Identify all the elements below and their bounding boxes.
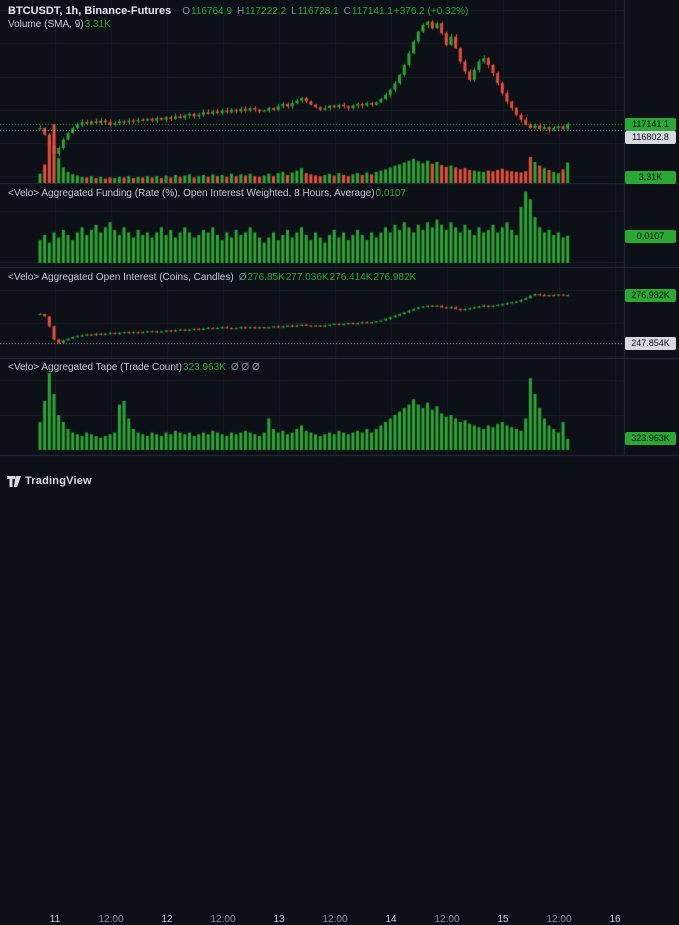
price-axis[interactable]: 124000.0 122000.0 120000.0 118000.0 1160… — [624, 0, 679, 455]
tape-title: <Velo> Aggregated Tape (Trade Count) — [8, 362, 183, 373]
symbol-legend[interactable]: BTCUSDT, 1h, Binance-Futures O116764.9 H11… — [8, 5, 468, 17]
tape-avg-symbols: Ø Ø Ø — [230, 362, 260, 373]
funding-badge: 0.0107 — [625, 230, 676, 243]
oi-avg-symbol: Ø — [238, 272, 247, 283]
tradingview-wordmark[interactable]: TradingView — [25, 475, 92, 487]
oi-close-value: 276.982K — [373, 272, 417, 283]
low-label: L — [291, 6, 297, 17]
volume-value: 3.31K — [84, 19, 111, 30]
oi-high-value: 277.036K — [285, 272, 329, 283]
high-label: H — [236, 6, 245, 17]
change-value: +376.2 (+0.32%) — [393, 6, 469, 17]
time-label: 12:00 — [98, 914, 124, 925]
tradingview-logo-icon[interactable] — [7, 475, 21, 487]
time-label: 11 — [49, 914, 61, 925]
time-label: 12:00 — [546, 914, 572, 925]
last-price-badge: 117141.1 — [625, 118, 676, 131]
time-label: 14 — [385, 914, 397, 925]
volume-label: Volume (SMA, 9) — [8, 19, 84, 30]
funding-legend[interactable]: <Velo> Aggregated Funding (Rate (%), Ope… — [8, 188, 406, 199]
tape-legend[interactable]: <Velo> Aggregated Tape (Trade Count)323.… — [8, 362, 260, 373]
open-label: O — [182, 6, 190, 17]
funding-title: <Velo> Aggregated Funding (Rate (%), Ope… — [8, 188, 375, 199]
oi-low-value: 276.414K — [329, 272, 373, 283]
time-label: 12:00 — [210, 914, 236, 925]
footer-bar: TradingView — [0, 474, 679, 488]
time-label: 12:00 — [434, 914, 460, 925]
low-value: 116728.1 — [297, 6, 339, 17]
time-label: 12 — [161, 914, 173, 925]
time-axis[interactable]: 11 12:00 12 12:00 13 12:00 14 12:00 15 1… — [0, 455, 679, 925]
volume-legend[interactable]: Volume (SMA, 9)3.31K — [8, 19, 111, 30]
tape-badge: 323.963K — [625, 432, 676, 445]
volume-badge: 3.31K — [625, 171, 676, 184]
oi-title: <Velo> Aggregated Open Interest (Coins, … — [8, 272, 234, 283]
close-label: C — [343, 6, 351, 17]
symbol-title[interactable]: BTCUSDT, 1h, Binance-Futures — [8, 5, 172, 17]
time-label: 15 — [497, 914, 509, 925]
funding-value: 0.0107 — [375, 188, 407, 199]
oi-open-value: 276.85K — [247, 272, 285, 283]
prev-close-badge: 116802.8 — [625, 131, 676, 144]
close-value: 117141.1 — [351, 6, 393, 17]
time-label: 16 — [609, 914, 621, 925]
oi-line-badge: 247.854K — [625, 337, 676, 350]
time-label: 12:00 — [322, 914, 348, 925]
open-interest-legend[interactable]: <Velo> Aggregated Open Interest (Coins, … — [8, 272, 416, 283]
open-value: 116764.9 — [190, 6, 232, 17]
chart-canvas[interactable] — [0, 0, 679, 488]
oi-last-badge: 276.982K — [625, 289, 676, 302]
high-value: 117222.2 — [245, 6, 287, 17]
time-label: 13 — [273, 914, 285, 925]
tape-value: 323.963K — [183, 362, 226, 373]
